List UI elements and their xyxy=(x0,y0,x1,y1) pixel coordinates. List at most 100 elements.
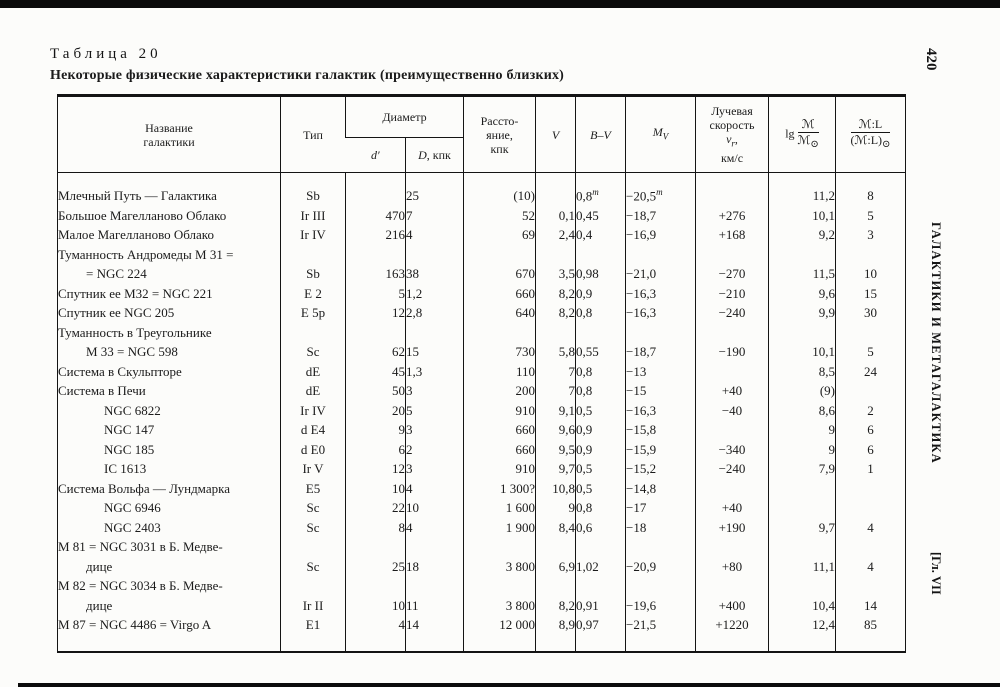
cell-ML: 6 xyxy=(835,420,906,440)
table-body: Млечный Путь — Галактика Sb 25 (10) 0,8m −20,… xyxy=(58,172,906,652)
table-row: IC 1613 Ir V 12 3 910 9,7 0,5 −15,2 −240 7,9 1 xyxy=(58,459,906,479)
col-header-BV: B–V xyxy=(575,95,626,173)
table-row: NGC 6822 Ir IV 20 5 910 9,1 0,5 −16,3 −40 8,6 2 xyxy=(58,400,906,421)
cell-D: 4 xyxy=(405,478,464,499)
cell-D: 18 xyxy=(405,537,464,577)
cell-V: 7 xyxy=(535,361,576,382)
table-header: Название галактики Тип Диаметр Рассто- я… xyxy=(57,95,906,173)
cell-type: E 5p xyxy=(280,303,346,323)
cell-vr xyxy=(695,420,769,440)
cell-type: Sc xyxy=(280,322,346,362)
galaxy-name: NGC 185 xyxy=(104,441,155,457)
cell-D: 7 xyxy=(405,205,464,226)
cell-V: 8,2 xyxy=(535,283,576,304)
cell-V: 9,7 xyxy=(535,459,576,479)
cell-BV: 0,91 xyxy=(575,576,626,616)
cell-D: 25 xyxy=(405,172,464,206)
table-row: M 87 = NGC 4486 = Virgo A E1 4 14 12 000 8,9 0… xyxy=(58,615,906,635)
cell-MV: −15,9 xyxy=(625,439,696,460)
chapter-marker: [Гл. VII xyxy=(929,552,943,595)
cell-dist: 12 000 xyxy=(463,615,536,635)
cell-V: 10,8 xyxy=(535,478,576,499)
cell-vr: −270 xyxy=(695,244,769,284)
cell-BV: 1,02 xyxy=(575,537,626,577)
cell-lg: 9,9 xyxy=(768,303,836,323)
cell-dist: (10) xyxy=(463,172,536,206)
cell-BV: 0,9 xyxy=(575,439,626,460)
page-number: 420 xyxy=(923,48,939,71)
galaxy-name: NGC 147 xyxy=(104,422,155,438)
galaxy-name: Спутник ее NGC 205 xyxy=(58,305,175,321)
cell-V: 8,2 xyxy=(535,576,576,616)
cell-BV: 0,5 xyxy=(575,478,626,499)
cell-BV: 0,55 xyxy=(575,322,626,362)
scan-edge-top xyxy=(0,0,1000,8)
cell-MV: −17 xyxy=(625,498,696,518)
cell-V: 8,9 xyxy=(535,615,576,635)
cell-ML: 10 xyxy=(835,244,906,284)
cell-MV: −16,3 xyxy=(625,283,696,304)
cell-MV: −15,8 xyxy=(625,420,696,440)
cell-V: 3,5 xyxy=(535,244,576,284)
cell-MV: −15,2 xyxy=(625,459,696,479)
cell-type: Ir II xyxy=(280,576,346,616)
cell-D: 38 xyxy=(405,244,464,284)
cell-BV: 0,45 xyxy=(575,205,626,226)
cell-ML: 2 xyxy=(835,400,906,421)
cell-d xyxy=(345,172,406,206)
cell-d: 9 xyxy=(345,420,406,440)
cell-dist: 1 600 xyxy=(463,498,536,518)
cell-ML: 30 xyxy=(835,303,906,323)
cell-dist: 670 xyxy=(463,244,536,284)
cell-MV: −18 xyxy=(625,517,696,538)
cell-lg: 9,2 xyxy=(768,225,836,245)
cell-MV: −18,7 xyxy=(625,205,696,226)
cell-dist: 660 xyxy=(463,420,536,440)
cell-BV: 0,6 xyxy=(575,517,626,538)
cell-vr xyxy=(695,478,769,499)
cell-V: 2,4 xyxy=(535,225,576,245)
cell-dist: 52 xyxy=(463,205,536,226)
cell-BV: 0,4 xyxy=(575,225,626,245)
cell-D: 3 xyxy=(405,381,464,401)
cell-D: 1,2 xyxy=(405,283,464,304)
cell-type: d E4 xyxy=(280,420,346,440)
cell-ML: 8 xyxy=(835,172,906,206)
galaxy-name: Большое Магелланово Облако xyxy=(58,207,227,223)
page-content: Таблица 20 Некоторые физические характер… xyxy=(50,46,906,653)
col-header-type: Тип xyxy=(280,95,346,173)
cell-d: 8 xyxy=(345,517,406,538)
cell-vr: −210 xyxy=(695,283,769,304)
cell-type: dE xyxy=(280,381,346,401)
cell-d: 4 xyxy=(345,615,406,635)
cell-d: 6 xyxy=(345,439,406,460)
galaxy-name: Спутник ее M32 = NGC 221 xyxy=(58,285,213,301)
cell-ML: 6 xyxy=(835,439,906,460)
cell-MV: −14,8 xyxy=(625,478,696,499)
table-row: Система в Печи dE 50 3 200 7 0,8 −15 +40 (9) xyxy=(58,381,906,401)
cell-D: 5 xyxy=(405,400,464,421)
cell-type: Sc xyxy=(280,537,346,577)
cell-dist: 660 xyxy=(463,283,536,304)
cell-lg: 12,4 xyxy=(768,615,836,635)
cell-MV: −16,9 xyxy=(625,225,696,245)
cell-V: 5,8 xyxy=(535,322,576,362)
cell-D: 4 xyxy=(405,517,464,538)
cell-V: 8,2 xyxy=(535,303,576,323)
galaxy-name: M 87 = NGC 4486 = Virgo A xyxy=(58,617,212,633)
cell-BV: 0,8 xyxy=(575,303,626,323)
cell-lg: 9 xyxy=(768,420,836,440)
cell-dist: 910 xyxy=(463,400,536,421)
cell-BV: 0,8m xyxy=(575,172,626,206)
table-row: Млечный Путь — Галактика Sb 25 (10) 0,8m −20,… xyxy=(58,172,906,206)
cell-D: 2,8 xyxy=(405,303,464,323)
cell-lg: 7,9 xyxy=(768,459,836,479)
cell-V: 6,9 xyxy=(535,537,576,577)
cell-D: 1,3 xyxy=(405,361,464,382)
cell-d: 163 xyxy=(345,244,406,284)
galaxy-name: Малое Магелланово Облако xyxy=(58,227,214,243)
cell-ML xyxy=(835,498,906,518)
galaxy-name: Млечный Путь — Галактика xyxy=(58,188,217,204)
cell-vr: +40 xyxy=(695,498,769,518)
cell-dist: 3 800 xyxy=(463,576,536,616)
